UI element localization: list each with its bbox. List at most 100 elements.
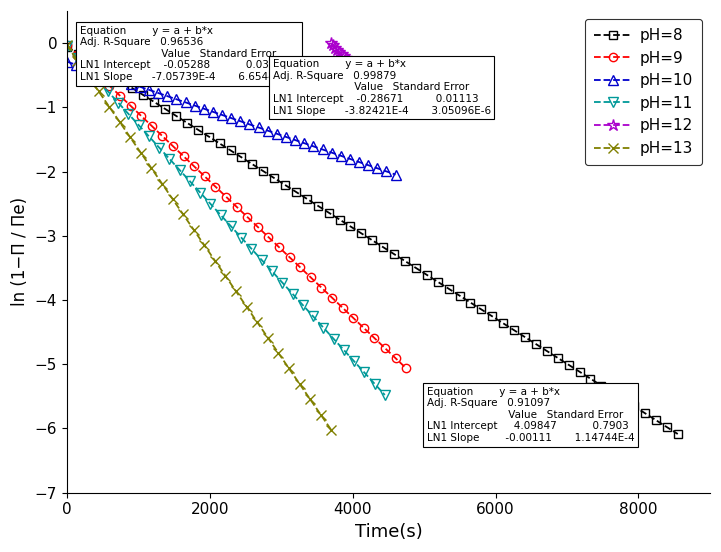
pH=8 (488, 313, 497, 320)
pH=13 (190, 226, 198, 233)
pH=10 (373, 165, 381, 172)
pH=11 (124, 110, 133, 117)
pH=10 (282, 134, 291, 140)
pH=11 (63, 43, 71, 50)
pH=10 (108, 74, 117, 81)
pH=11 (319, 324, 327, 331)
pH=9 (180, 153, 188, 160)
Y-axis label: ln (1−Π / Πe): ln (1−Π / Πe) (11, 197, 29, 306)
Text: Equation        y = a + b*x
Adj. R-Square   0.99879
                         Val: Equation y = a + b*x Adj. R-Square 0.998… (273, 59, 491, 116)
pH=8 (226, 147, 235, 153)
pH=11 (155, 144, 164, 151)
pH=11 (196, 189, 205, 196)
pH=11 (278, 279, 286, 286)
pH=12 (346, 60, 355, 66)
pH=10 (345, 156, 354, 162)
pH=13 (115, 119, 124, 125)
pH=13 (253, 319, 262, 326)
pH=11 (309, 313, 317, 320)
pH=9 (286, 254, 294, 261)
pH=11 (288, 290, 297, 297)
Line: pH=12: pH=12 (324, 37, 379, 91)
pH=11 (104, 88, 112, 95)
pH=8 (63, 43, 71, 50)
pH=12 (340, 53, 348, 60)
pH=11 (83, 66, 92, 72)
pH=13 (84, 73, 92, 79)
pH=9 (381, 345, 389, 352)
pH=11 (298, 302, 307, 309)
pH=9 (105, 82, 114, 89)
pH=13 (179, 211, 187, 218)
pH=9 (73, 52, 81, 59)
pH=12 (327, 40, 335, 46)
pH=13 (73, 57, 81, 64)
pH=9 (264, 233, 273, 240)
pH=11 (185, 178, 194, 185)
pH=13 (285, 365, 293, 371)
pH=11 (247, 246, 256, 252)
pH=9 (327, 294, 336, 301)
pH=10 (291, 137, 299, 144)
pH=13 (327, 427, 335, 433)
pH=12 (355, 68, 363, 75)
pH=12 (329, 42, 337, 49)
pH=13 (126, 134, 135, 141)
pH=10 (318, 146, 327, 153)
pH=11 (93, 77, 102, 83)
Legend: pH=8, pH=9, pH=10, pH=11, pH=12, pH=13: pH=8, pH=9, pH=10, pH=11, pH=12, pH=13 (585, 19, 702, 165)
pH=11 (165, 156, 174, 162)
pH=12 (337, 51, 346, 57)
pH=12 (348, 62, 357, 68)
pH=8 (95, 64, 104, 71)
pH=9 (94, 72, 103, 79)
pH=12 (363, 77, 372, 83)
pH=13 (200, 242, 208, 248)
pH=10 (300, 140, 309, 146)
pH=13 (63, 42, 71, 49)
pH=9 (254, 224, 262, 230)
pH=10 (81, 65, 89, 71)
pH=9 (169, 143, 177, 150)
pH=10 (154, 89, 162, 96)
pH=11 (175, 167, 184, 173)
pH=11 (329, 336, 338, 342)
pH=10 (309, 143, 318, 150)
pH=13 (211, 257, 219, 264)
pH=10 (263, 128, 272, 134)
pH=9 (275, 244, 283, 251)
pH=11 (371, 380, 379, 387)
pH=11 (381, 392, 389, 399)
pH=9 (63, 42, 71, 49)
pH=11 (257, 257, 266, 263)
pH=9 (360, 325, 368, 331)
pH=10 (218, 112, 226, 118)
pH=9 (126, 103, 135, 109)
pH=12 (368, 81, 376, 88)
pH=13 (317, 411, 325, 418)
pH=9 (296, 264, 304, 270)
pH=9 (370, 335, 379, 341)
pH=10 (145, 87, 154, 93)
pH=11 (114, 99, 123, 106)
Line: pH=11: pH=11 (62, 41, 389, 400)
pH=10 (172, 96, 181, 103)
pH=11 (360, 369, 368, 376)
pH=12 (350, 63, 359, 70)
pH=10 (337, 152, 345, 159)
pH=13 (295, 380, 304, 387)
pH=11 (216, 212, 225, 219)
pH=11 (134, 122, 143, 129)
pH=11 (226, 223, 235, 230)
Line: pH=8: pH=8 (63, 43, 682, 438)
pH=11 (340, 347, 348, 353)
pH=12 (333, 46, 342, 53)
pH=12 (361, 75, 370, 81)
pH=8 (477, 306, 486, 313)
pH=13 (242, 304, 251, 310)
pH=10 (190, 102, 199, 109)
pH=13 (231, 288, 240, 295)
pH=9 (137, 113, 146, 119)
pH=10 (99, 71, 107, 77)
pH=13 (263, 335, 272, 341)
